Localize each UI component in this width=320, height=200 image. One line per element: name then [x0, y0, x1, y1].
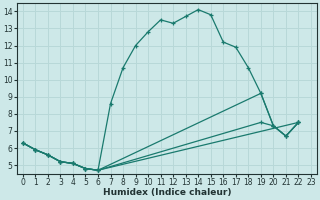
X-axis label: Humidex (Indice chaleur): Humidex (Indice chaleur)	[103, 188, 231, 197]
